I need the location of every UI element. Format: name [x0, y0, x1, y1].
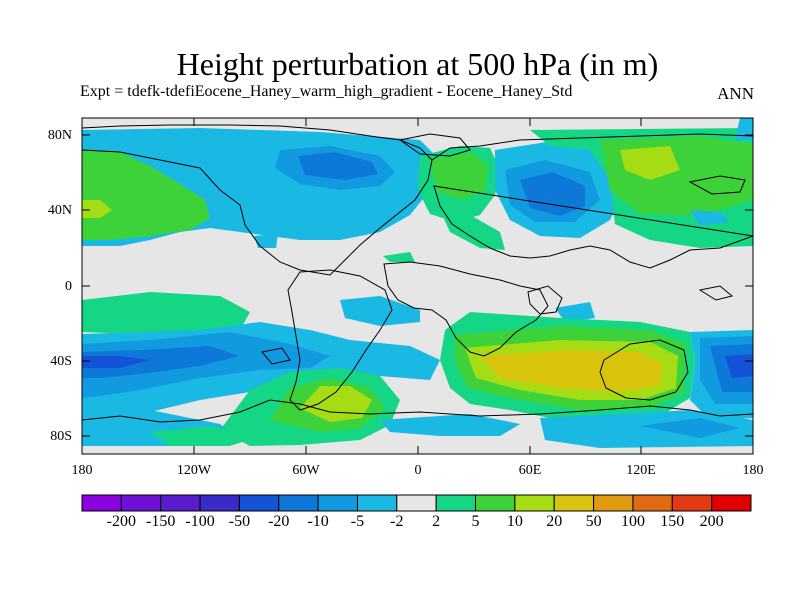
lon-tick-label: 120E [626, 463, 656, 478]
color-legend-level: 5 [471, 513, 480, 530]
continent-outline [82, 124, 433, 276]
color-legend-level: 150 [660, 513, 685, 530]
contour-region [620, 146, 680, 180]
color-legend-swatch [671, 494, 713, 512]
lon-tick-label: 60W [292, 463, 320, 478]
lat-tick-label: 40N [47, 203, 72, 218]
color-legend-swatch [711, 494, 752, 512]
color-legend-swatch [199, 494, 240, 512]
contour-region [725, 354, 753, 378]
contour-region [520, 172, 585, 216]
color-legend-swatch [632, 494, 673, 512]
color-legend-swatch [278, 494, 319, 512]
color-legend-level: -100 [185, 513, 215, 530]
color-legend-swatch [356, 494, 398, 512]
contour-region [480, 350, 662, 392]
color-legend-level: 100 [620, 513, 645, 530]
contour-region [82, 200, 112, 218]
continent-outline [398, 133, 471, 157]
lon-tick-label: 120W [176, 463, 212, 478]
continent-outline [698, 285, 734, 301]
continent-outline [383, 261, 549, 357]
lon-tick-label: 180 [71, 463, 93, 478]
color-legend-level: -10 [307, 513, 329, 530]
color-legend-swatch [396, 494, 437, 512]
contour-fill-layer [82, 118, 753, 448]
land-outlines [82, 124, 753, 423]
color-legend-level: -5 [350, 513, 365, 530]
contour-region [82, 346, 240, 378]
color-legend-level: -20 [268, 513, 290, 530]
contour-region [440, 210, 505, 250]
continent-outline [431, 133, 753, 269]
contour-region [640, 418, 740, 438]
color-legend-level: -150 [146, 513, 176, 530]
experiment-subtitle: Expt = tdefk-tdefiEocene_Haney_warm_high… [80, 83, 573, 100]
color-legend-swatch [593, 494, 634, 512]
contour-region [380, 414, 520, 436]
contour-region [82, 292, 250, 334]
color-legend-swatch [317, 494, 358, 512]
color-legend-level: -50 [228, 513, 251, 530]
color-legend-level: -200 [106, 513, 136, 530]
axis-ticks [81, 118, 754, 454]
contour-region [82, 150, 210, 240]
color-legend-swatch [120, 494, 162, 512]
continent-outline [599, 339, 689, 401]
contour-region [555, 302, 595, 322]
contour-region [82, 356, 150, 368]
continent-outline [688, 175, 746, 195]
color-legend-swatch [160, 494, 201, 512]
contour-region [690, 210, 730, 226]
contour-region [340, 296, 420, 326]
color-legend-swatch [435, 494, 477, 512]
plot-title: Height perturbation at 500 hPa (in m) [176, 46, 659, 82]
contour-region [383, 252, 415, 262]
continent-outline [82, 399, 753, 423]
color-legend-swatch [553, 494, 595, 512]
continent-outline [261, 347, 291, 365]
continent-outline [287, 269, 393, 411]
lon-tick-label: 60E [518, 463, 542, 478]
color-legend-level: -2 [390, 513, 404, 530]
contour-region [82, 332, 330, 398]
continent-outline [527, 285, 563, 315]
lat-tick-label: 80N [47, 128, 72, 143]
contour-region [150, 426, 260, 446]
color-legend-level: 10 [506, 513, 523, 530]
lat-tick-label: 0 [65, 279, 72, 294]
color-legend-level: 50 [585, 513, 602, 530]
color-legend-swatch [514, 494, 555, 512]
lat-tick-label: 40S [50, 354, 72, 369]
contour-region [254, 234, 278, 248]
lon-tick-label: 180 [742, 463, 764, 478]
color-legend-level: 200 [699, 513, 724, 530]
height-perturbation-map [81, 117, 754, 455]
color-legend-swatch [81, 494, 122, 512]
color-legend-swatch [475, 494, 516, 512]
contour-region [298, 152, 378, 180]
lat-tick-label: 80S [50, 429, 72, 444]
lon-tick-label: 0 [414, 463, 422, 478]
season-label: ANN [717, 84, 754, 103]
color-legend-level: 2 [432, 513, 441, 530]
color-legend-swatch [238, 494, 280, 512]
color-legend-level: 20 [546, 513, 563, 530]
